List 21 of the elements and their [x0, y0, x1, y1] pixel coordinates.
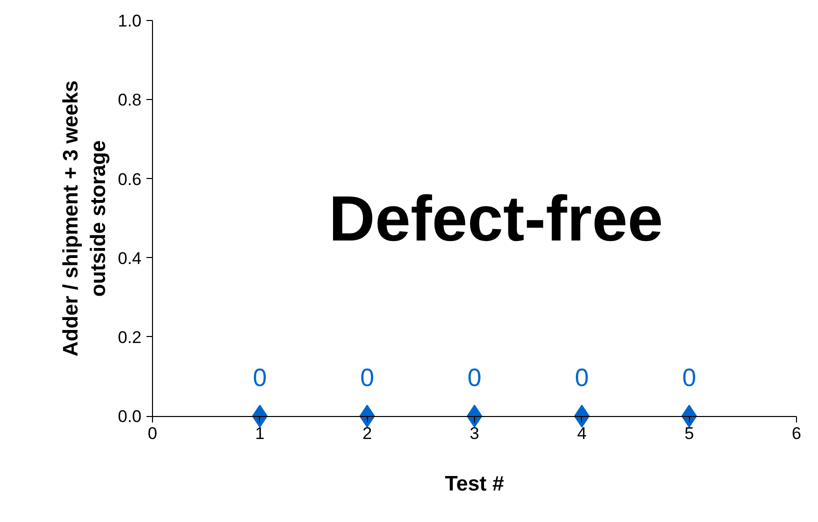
y-tick-label: 0.2: [118, 328, 142, 347]
data-label: 0: [468, 364, 482, 392]
y-tick-label: 0.6: [118, 170, 142, 189]
data-label: 0: [682, 364, 696, 392]
x-tick-label: 0: [148, 424, 158, 444]
x-tick-label: 1: [255, 424, 265, 444]
y-tick-label: 0.4: [118, 248, 142, 268]
y-tick-label: 0.8: [118, 90, 142, 110]
x-tick-label: 6: [792, 424, 802, 444]
x-axis-title: Test #: [444, 472, 504, 496]
x-tick-label: 5: [684, 424, 694, 444]
x-tick-label: 2: [362, 424, 372, 444]
data-label: 0: [360, 364, 374, 392]
annotation: Defect-free: [328, 182, 664, 254]
y-axis-title: Adder / shipment + 3 weeks outside storage: [59, 80, 110, 357]
data-label: 0: [574, 364, 589, 392]
x-tick-label: 4: [577, 424, 587, 444]
x-tick-label: 3: [470, 424, 480, 444]
data-label: 0: [252, 364, 267, 392]
y-tick-label: 1.0: [118, 12, 142, 31]
y-tick-label: 0.0: [118, 407, 142, 426]
